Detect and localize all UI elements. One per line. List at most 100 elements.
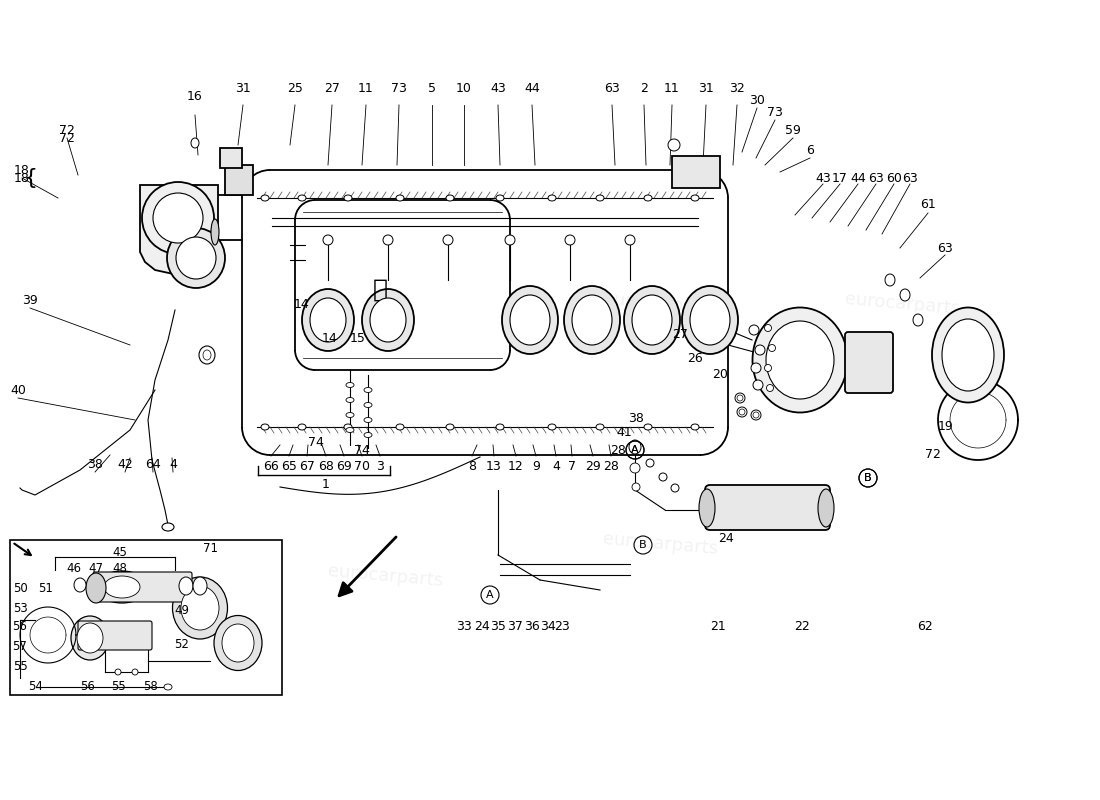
Ellipse shape — [690, 295, 730, 345]
Text: 50: 50 — [12, 582, 28, 594]
Ellipse shape — [96, 571, 148, 603]
Text: 6: 6 — [806, 143, 814, 157]
Ellipse shape — [767, 385, 773, 391]
Ellipse shape — [496, 195, 504, 201]
Text: 🐎: 🐎 — [373, 278, 387, 302]
Text: 18: 18 — [14, 171, 30, 185]
Text: 60: 60 — [887, 171, 902, 185]
Ellipse shape — [596, 195, 604, 201]
Text: 40: 40 — [10, 383, 26, 397]
Text: 14: 14 — [294, 298, 310, 311]
Text: 13: 13 — [486, 459, 502, 473]
Text: 2: 2 — [640, 82, 648, 94]
Ellipse shape — [932, 307, 1004, 402]
Ellipse shape — [364, 387, 372, 393]
Text: 62: 62 — [917, 619, 933, 633]
Ellipse shape — [659, 473, 667, 481]
Ellipse shape — [383, 235, 393, 245]
Text: 18: 18 — [14, 163, 30, 177]
Ellipse shape — [370, 298, 406, 342]
Ellipse shape — [364, 433, 372, 438]
Ellipse shape — [629, 440, 641, 454]
Text: 70: 70 — [354, 459, 370, 473]
Ellipse shape — [153, 193, 204, 243]
Text: 46: 46 — [66, 562, 81, 575]
Ellipse shape — [72, 616, 109, 660]
Ellipse shape — [818, 489, 834, 527]
Ellipse shape — [298, 424, 306, 430]
Ellipse shape — [737, 395, 742, 401]
Ellipse shape — [132, 669, 138, 675]
Text: 26: 26 — [688, 351, 703, 365]
Text: 20: 20 — [712, 369, 728, 382]
FancyBboxPatch shape — [10, 540, 282, 695]
Text: 69: 69 — [337, 459, 352, 473]
Ellipse shape — [754, 380, 763, 390]
Ellipse shape — [192, 577, 207, 595]
Text: eurocarparts: eurocarparts — [327, 562, 443, 590]
Ellipse shape — [261, 195, 270, 201]
Ellipse shape — [396, 424, 404, 430]
Text: 4: 4 — [552, 459, 560, 473]
Ellipse shape — [116, 669, 121, 675]
Ellipse shape — [74, 578, 86, 592]
Text: 4: 4 — [169, 458, 177, 471]
Text: 34: 34 — [540, 619, 556, 633]
Ellipse shape — [310, 298, 346, 342]
Ellipse shape — [565, 235, 575, 245]
Ellipse shape — [751, 363, 761, 373]
Text: 73: 73 — [392, 82, 407, 94]
Ellipse shape — [632, 483, 640, 491]
Text: eurocarparts: eurocarparts — [602, 290, 718, 318]
FancyBboxPatch shape — [845, 332, 893, 393]
Text: A: A — [631, 445, 639, 455]
Text: 49: 49 — [175, 603, 189, 617]
Ellipse shape — [173, 577, 228, 639]
Text: 23: 23 — [554, 619, 570, 633]
Ellipse shape — [632, 295, 672, 345]
Text: 73: 73 — [767, 106, 783, 119]
Text: 29: 29 — [585, 459, 601, 473]
Ellipse shape — [548, 195, 556, 201]
Ellipse shape — [446, 195, 454, 201]
Text: 22: 22 — [794, 619, 810, 633]
FancyBboxPatch shape — [705, 485, 830, 530]
Ellipse shape — [346, 398, 354, 402]
Ellipse shape — [624, 286, 680, 354]
Ellipse shape — [167, 228, 225, 288]
Text: 44: 44 — [850, 171, 866, 185]
Ellipse shape — [298, 195, 306, 201]
Text: 59: 59 — [785, 123, 801, 137]
Text: eurocarparts: eurocarparts — [844, 290, 960, 318]
Ellipse shape — [682, 286, 738, 354]
Ellipse shape — [644, 195, 652, 201]
Text: 43: 43 — [491, 82, 506, 94]
Ellipse shape — [691, 424, 698, 430]
Ellipse shape — [913, 314, 923, 326]
Text: 1: 1 — [322, 478, 330, 491]
Polygon shape — [140, 185, 218, 275]
Text: 58: 58 — [143, 681, 157, 694]
Ellipse shape — [211, 219, 219, 245]
Text: 71: 71 — [202, 542, 218, 554]
Ellipse shape — [443, 235, 453, 245]
Text: 63: 63 — [868, 171, 884, 185]
Text: 41: 41 — [616, 426, 631, 438]
Text: 51: 51 — [39, 582, 54, 594]
Ellipse shape — [364, 402, 372, 407]
Text: 28: 28 — [610, 443, 626, 457]
Text: A: A — [486, 590, 494, 600]
Text: 38: 38 — [87, 458, 103, 471]
Ellipse shape — [505, 235, 515, 245]
Text: 39: 39 — [22, 294, 37, 306]
Text: 5: 5 — [428, 82, 436, 94]
Ellipse shape — [630, 463, 640, 473]
Text: 56: 56 — [80, 681, 96, 694]
Text: 24: 24 — [718, 531, 734, 545]
Ellipse shape — [769, 345, 776, 351]
Text: 47: 47 — [88, 562, 103, 575]
FancyBboxPatch shape — [94, 572, 192, 602]
Text: 61: 61 — [920, 198, 936, 211]
Text: 27: 27 — [324, 82, 340, 94]
Ellipse shape — [222, 624, 254, 662]
